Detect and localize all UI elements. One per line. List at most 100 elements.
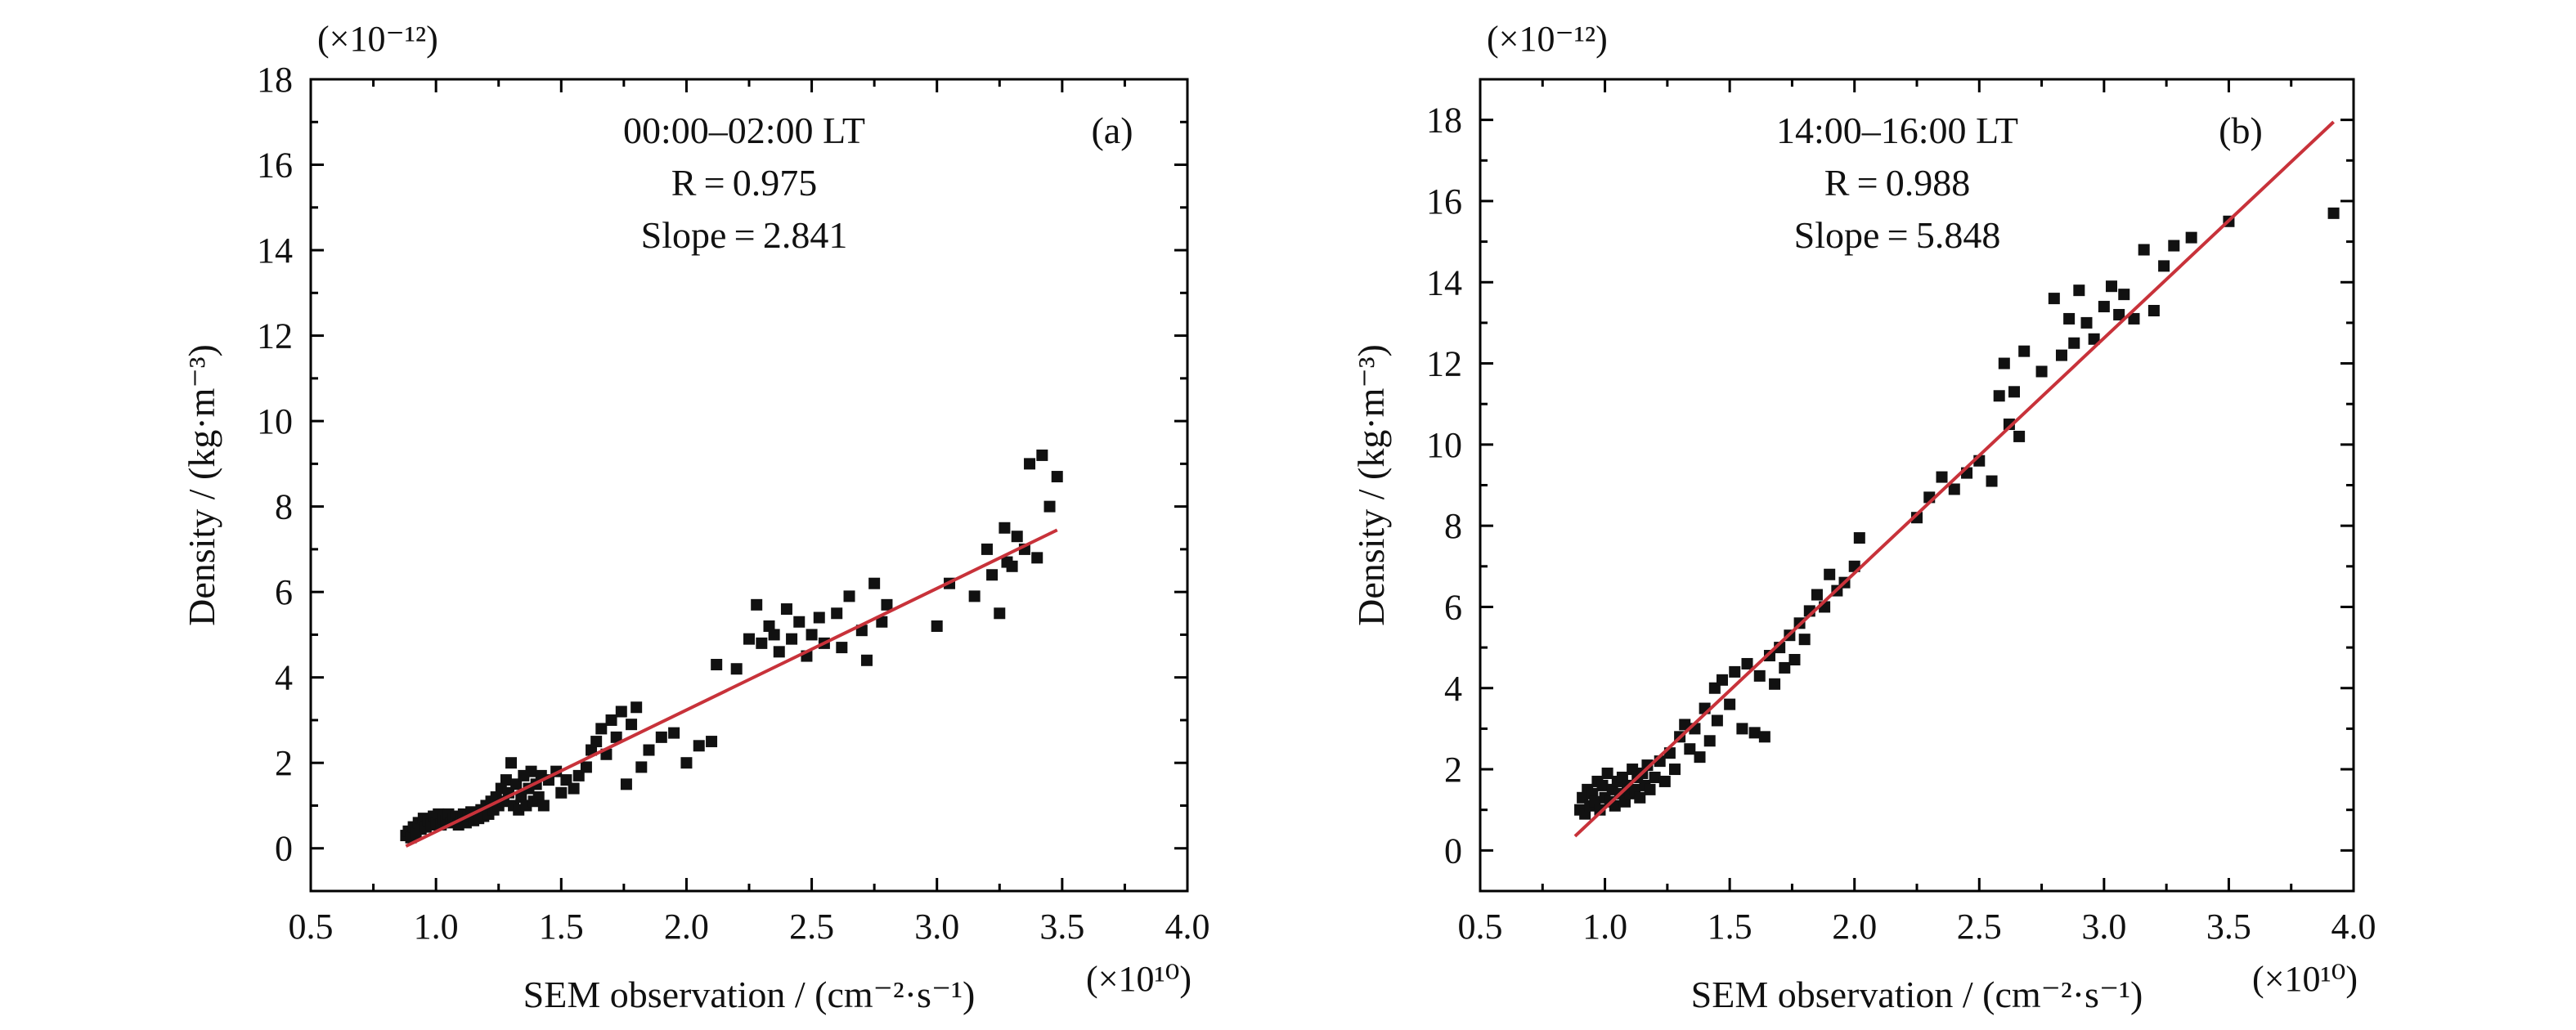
scatter-point — [1641, 759, 1654, 772]
scatter-point — [1051, 471, 1063, 483]
y-axis-multiplier: (×10⁻¹²) — [1487, 19, 1608, 59]
scatter-point — [615, 705, 627, 718]
scatter-point — [2088, 333, 2100, 345]
scatter-point — [1679, 719, 1691, 731]
scatter-point — [843, 590, 855, 602]
scatter-points — [400, 449, 1063, 844]
scatter-point — [876, 616, 888, 628]
scatter-point — [1736, 723, 1748, 735]
scatter-point — [2168, 240, 2180, 252]
y-tick-label: 12 — [1426, 344, 1462, 384]
scatter-point — [706, 736, 718, 748]
scatter-point — [580, 761, 592, 773]
x-tick-label: 4.0 — [1165, 907, 1210, 947]
scatter-point — [2080, 316, 2093, 329]
scatter-point — [1596, 779, 1609, 791]
annotation-line: Slope = 5.848 — [1794, 214, 2001, 256]
scatter-point — [626, 719, 638, 731]
scatter-point — [1853, 532, 1865, 544]
fit-line — [1573, 120, 2335, 838]
scatter-point — [537, 799, 550, 812]
scatter-point — [680, 757, 693, 769]
y-tick-label: 16 — [257, 146, 293, 186]
x-tick-label: 2.5 — [1957, 907, 2002, 947]
scatter-point — [868, 577, 881, 589]
scatter-point — [1753, 670, 1766, 682]
panel-label: (b) — [2219, 110, 2263, 151]
scatter-point — [2118, 289, 2130, 301]
scatter-point — [610, 731, 622, 743]
scatter-point — [1703, 735, 1716, 747]
scatter-point — [1788, 653, 1801, 665]
scatter-point — [999, 522, 1011, 534]
x-axis-label: SEM observation / (cm⁻²·s⁻¹) — [523, 974, 976, 1015]
y-tick-label: 12 — [257, 316, 293, 356]
x-tick-label: 2.0 — [1832, 907, 1877, 947]
x-axis-multiplier: (×10¹⁰) — [2252, 959, 2358, 999]
scatter-point — [500, 774, 512, 786]
x-tick-label: 2.5 — [789, 907, 834, 947]
scatter-point — [1594, 804, 1606, 816]
scatter-point — [994, 607, 1006, 620]
chart-panel-b: 0.5 1.0 1.5 2.0 2.5 3.0 3.5 4.0 0 2 4 6 8 10 12 14 16 18 S… — [1350, 19, 2376, 1015]
scatter-point — [2113, 308, 2125, 320]
scatter-point — [1716, 674, 1728, 686]
annotation-line: R = 0.988 — [1824, 162, 1971, 204]
y-tick-label: 14 — [257, 231, 293, 271]
scatter-point — [860, 654, 873, 666]
y-tick-label: 2 — [1444, 750, 1462, 790]
scatter-point — [525, 765, 537, 777]
scatter-point — [793, 616, 806, 628]
y-tick-label: 16 — [1426, 181, 1462, 222]
scatter-point — [1769, 678, 1781, 690]
scatter-point — [1948, 483, 1960, 495]
scatter-point — [668, 727, 680, 739]
scatter-point — [2018, 345, 2031, 357]
scatter-point — [2147, 305, 2160, 317]
x-axis-multiplier: (×10¹⁰) — [1086, 959, 1192, 999]
scatter-point — [1748, 727, 1761, 739]
scatter-point — [2138, 244, 2150, 256]
scatter-point — [2035, 365, 2048, 378]
annotation-line: R = 0.975 — [671, 162, 818, 204]
scatter-point — [773, 646, 785, 658]
scatter-point — [2048, 293, 2060, 305]
scatter-point — [1043, 500, 1056, 513]
scatter-point — [1006, 560, 1018, 572]
annotation-line: 00:00–02:00 LT — [623, 110, 865, 151]
scatter-point — [2185, 231, 2197, 244]
y-tick-label: 6 — [275, 572, 293, 612]
scatter-point — [1658, 775, 1671, 787]
scatter-point — [1711, 714, 1723, 727]
x-tick-label: 2.0 — [664, 907, 709, 947]
y-tick-label: 18 — [257, 60, 293, 100]
scatter-point — [631, 701, 643, 714]
x-axis-label: SEM observation / (cm⁻²·s⁻¹) — [1691, 974, 2143, 1015]
x-tick-label: 1.5 — [539, 907, 584, 947]
x-tick-label: 4.0 — [2331, 907, 2376, 947]
scatter-point — [806, 629, 818, 641]
y-tick-label: 8 — [275, 487, 293, 527]
annotation-line: Slope = 2.841 — [641, 214, 848, 256]
scatter-point — [1649, 771, 1661, 783]
scatter-point — [590, 736, 603, 748]
scatter-point — [743, 633, 755, 645]
scatter-point — [2068, 337, 2080, 349]
scatter-point — [2003, 419, 2015, 431]
y-axis-label: Density / (kg·m⁻³) — [1350, 344, 1392, 626]
scatter-point — [2158, 260, 2170, 272]
scatter-point — [751, 598, 763, 611]
scatter-point — [986, 569, 999, 581]
scatter-point — [813, 611, 825, 624]
annotation-line: 14:00–16:00 LT — [1776, 110, 2018, 151]
scatter-point — [1993, 390, 2005, 402]
scatter-point — [555, 786, 568, 799]
scatter-point — [643, 744, 655, 756]
scatter-point — [1724, 698, 1736, 710]
scatter-point — [756, 637, 768, 649]
scatter-point — [1634, 791, 1646, 804]
scatter-point — [1729, 665, 1741, 678]
scatter-point — [1036, 449, 1048, 461]
scatter-point — [836, 642, 848, 654]
x-tick-label: 3.5 — [1039, 907, 1084, 947]
